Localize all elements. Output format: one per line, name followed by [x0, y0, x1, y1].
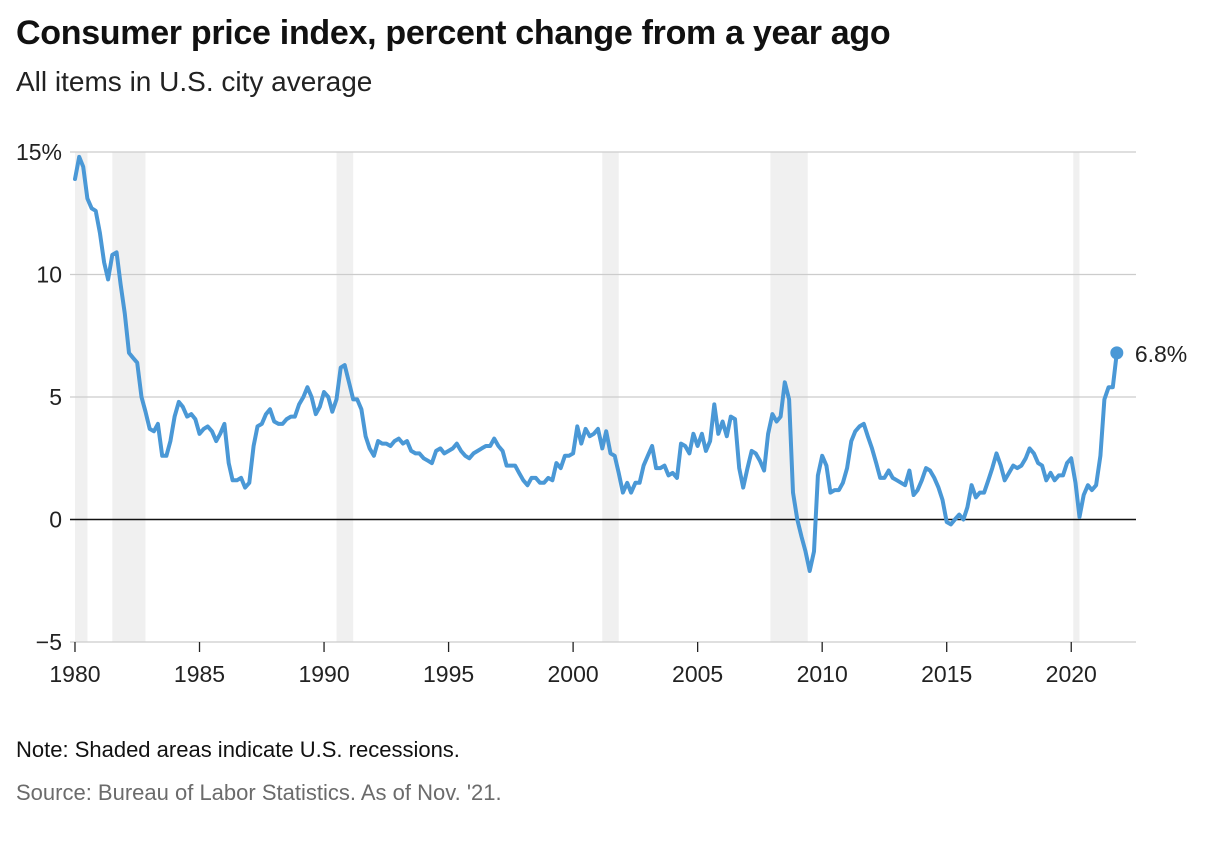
cpi-line-chart: −5 0 5 10 15% 1980 1985 1990 1995 2000 2005 2010 20… [16, 139, 1187, 687]
end-value-label: 6.8% [1135, 341, 1187, 367]
chart-subtitle: All items in U.S. city average [16, 66, 373, 97]
chart-note: Note: Shaded areas indicate U.S. recessi… [16, 737, 460, 762]
y-tick-label: 0 [49, 507, 62, 533]
y-tick-label: 15% [16, 139, 62, 165]
y-tick-label: 5 [49, 384, 62, 410]
x-tick-label: 1990 [298, 661, 349, 687]
y-tick-label: −5 [36, 629, 62, 655]
x-tick-label: 2020 [1046, 661, 1097, 687]
y-axis: −5 0 5 10 15% [16, 139, 62, 655]
series-end-point [1110, 346, 1124, 360]
series: 6.8% [73, 154, 1187, 573]
chart-source: Source: Bureau of Labor Statistics. As o… [16, 780, 502, 805]
x-tick-label: 1985 [174, 661, 225, 687]
x-axis: 1980 1985 1990 1995 2000 2005 2010 2015 2020 [49, 642, 1097, 687]
x-tick-label: 1995 [423, 661, 474, 687]
x-tick-label: 2000 [548, 661, 599, 687]
cpi-series-line [73, 154, 1119, 573]
chart-title: Consumer price index, percent change fro… [16, 14, 891, 52]
y-tick-label: 10 [36, 262, 62, 288]
x-tick-label: 1980 [49, 661, 100, 687]
x-tick-label: 2010 [797, 661, 848, 687]
x-tick-label: 2005 [672, 661, 723, 687]
x-tick-label: 2015 [921, 661, 972, 687]
gridlines [70, 151, 1136, 643]
